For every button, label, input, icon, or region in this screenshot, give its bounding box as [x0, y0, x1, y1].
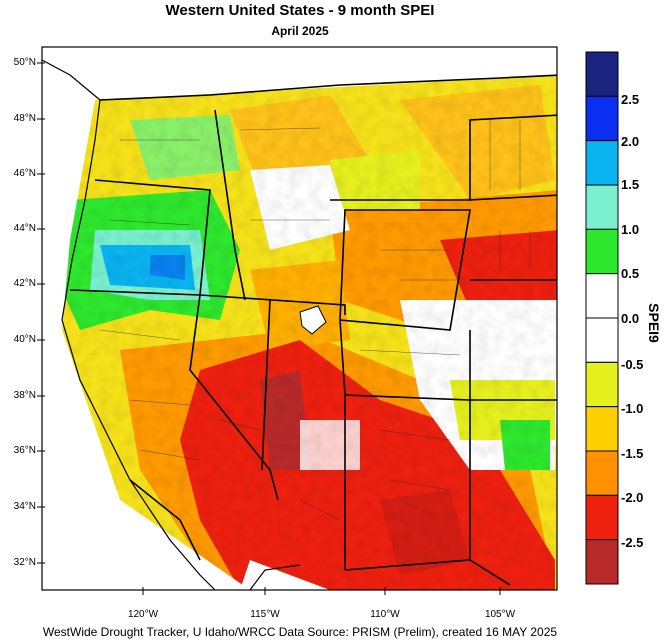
map-credits: WestWide Drought Tracker, U Idaho/WRCC D…: [42, 625, 558, 639]
lon-label: 120°W: [127, 609, 159, 620]
colorbar-swatch: [585, 273, 619, 319]
map-title: Western United States - 9 month SPEI: [165, 2, 435, 19]
lat-label: 32°N: [13, 557, 36, 568]
lat-label: 36°N: [13, 445, 36, 456]
colorbar-swatch: [585, 406, 619, 452]
colorbar-swatch: [585, 140, 619, 186]
state-boundaries: [69, 74, 557, 586]
colorbar-label: -1.0: [621, 401, 644, 416]
colorbar-swatch: [585, 317, 619, 363]
lat-tick-marks: [37, 62, 45, 564]
colorbar-label: -0.5: [621, 357, 644, 372]
colorbar-label: 1.5: [621, 177, 640, 192]
colorbar-label: -1.5: [621, 446, 644, 461]
lon-label: 105°W: [484, 609, 516, 620]
lat-label: 42°N: [13, 278, 36, 289]
map-frame: [41, 46, 558, 591]
lat-label: 48°N: [13, 113, 36, 124]
colorbar-swatch: [585, 51, 619, 97]
coastline: [41, 59, 301, 591]
county-boundaries: [99, 120, 531, 521]
colorbar-title: SPEI9: [646, 303, 662, 343]
colorbar-swatch: [585, 228, 619, 275]
colorbar-swatch: [585, 361, 619, 408]
colorbar-swatch: [585, 539, 619, 585]
colorbar-label: 0.5: [621, 266, 640, 281]
colorbar-label: 2.0: [621, 134, 640, 149]
colorbar: [585, 51, 619, 585]
spei-field: [42, 47, 557, 590]
lat-label: 38°N: [13, 390, 36, 401]
map-subtitle: April 2025: [271, 24, 329, 38]
colorbar-label: 0.0: [621, 311, 640, 326]
lat-label: 50°N: [13, 57, 36, 68]
colorbar-swatch: [585, 184, 619, 230]
colorbar-swatch: [585, 95, 619, 142]
lat-label: 46°N: [13, 168, 36, 179]
colorbar-swatch: [585, 494, 619, 541]
lon-label: 110°W: [370, 609, 400, 620]
colorbar-swatch: [585, 450, 619, 496]
colorbar-label: 1.0: [621, 222, 640, 237]
lat-label: 40°N: [13, 334, 36, 345]
colorbar-label: 2.5: [621, 92, 640, 107]
lat-label: 44°N: [13, 223, 36, 234]
lat-label: 34°N: [13, 501, 36, 512]
lon-tick-marks: [142, 587, 501, 595]
colorbar-label: -2.5: [621, 535, 644, 550]
lon-label: 115°W: [250, 609, 280, 620]
colorbar-label: -2.0: [621, 490, 644, 505]
